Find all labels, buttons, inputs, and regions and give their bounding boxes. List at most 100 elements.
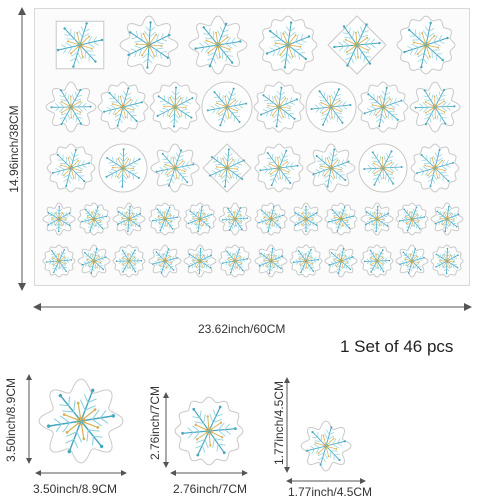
snowflake-sticker	[77, 202, 111, 236]
sample-large-width-ruler	[35, 470, 127, 476]
sample-large-width-label: 3.50inch/8.9CM	[33, 482, 118, 496]
sheet-sticker	[360, 202, 394, 236]
sample-medium-width-label: 2.76inch/7CM	[173, 482, 248, 496]
snowflake-sticker	[174, 396, 244, 466]
sheet-sticker	[119, 15, 179, 75]
snowflake-sticker	[218, 202, 252, 236]
snowflake-sticker	[218, 244, 252, 278]
sheet-sticker	[112, 244, 146, 278]
sheet-sticker	[112, 202, 146, 236]
snowflake-sticker	[258, 15, 318, 75]
snowflake-sticker	[358, 143, 408, 193]
sheet-sticker	[218, 202, 252, 236]
sheet-sticker	[45, 81, 97, 133]
snowflake-sticker	[360, 202, 394, 236]
sheet-sticker	[183, 202, 217, 236]
snowflake-sticker	[253, 81, 305, 133]
sheet-sticker	[98, 143, 148, 193]
snowflake-sticker	[396, 15, 456, 75]
sheet-sticker	[409, 81, 461, 133]
sheet-sticker	[150, 143, 200, 193]
sheet-sticker	[306, 143, 356, 193]
sheet-sticker	[218, 244, 252, 278]
sheet-sticker	[395, 202, 429, 236]
snowflake-sticker	[38, 378, 124, 464]
sheet-sticker	[430, 244, 464, 278]
sheet-sticker	[253, 81, 305, 133]
snowflake-sticker	[289, 244, 323, 278]
snowflake-sticker	[300, 420, 352, 472]
snowflake-sticker	[148, 202, 182, 236]
sheet-sticker	[254, 143, 304, 193]
sample-medium-height-label: 2.76inch/7CM	[148, 385, 162, 461]
sample-large-sticker	[38, 378, 124, 464]
sheet-sticker	[289, 244, 323, 278]
sheet-sticker	[357, 81, 409, 133]
snowflake-sticker	[201, 81, 253, 133]
snowflake-sticker	[119, 15, 179, 75]
sheet-sticker	[148, 244, 182, 278]
snowflake-sticker	[409, 81, 461, 133]
snowflake-sticker	[395, 244, 429, 278]
snowflake-sticker	[183, 244, 217, 278]
sample-large-height-ruler	[26, 374, 32, 464]
snowflake-sticker	[55, 20, 104, 70]
sample-medium-height-ruler	[163, 392, 169, 468]
snowflake-sticker	[98, 143, 148, 193]
snowflake-sticker	[360, 244, 394, 278]
sheet-sticker	[201, 81, 253, 133]
set-count-label: 1 Set of 46 pcs	[340, 337, 454, 356]
sheet-width-label: 23.62inch/60CM	[198, 322, 286, 336]
snowflake-sticker	[357, 81, 409, 133]
sheet-sticker	[42, 244, 76, 278]
sticker-sheet	[34, 8, 470, 286]
sheet-sticker	[42, 202, 76, 236]
sheet-sticker	[430, 202, 464, 236]
sheet-height-ruler	[18, 7, 26, 291]
snowflake-sticker	[395, 202, 429, 236]
sheet-sticker	[327, 15, 387, 75]
sheet-sticker	[305, 81, 357, 133]
snowflake-sticker	[410, 143, 460, 193]
snowflake-sticker	[327, 15, 387, 75]
snowflake-sticker	[97, 81, 149, 133]
sheet-sticker	[258, 15, 318, 75]
sample-small-height-ruler	[284, 377, 290, 473]
sheet-sticker	[50, 15, 110, 75]
sample-large-height-label: 3.50inch/8.9CM	[4, 377, 18, 463]
snowflake-sticker	[202, 143, 252, 193]
sheet-sticker	[324, 202, 358, 236]
sample-small-sticker	[300, 420, 352, 472]
snowflake-sticker	[254, 202, 288, 236]
sheet-sticker	[410, 143, 460, 193]
snowflake-sticker	[42, 244, 76, 278]
sheet-sticker	[396, 15, 456, 75]
snowflake-sticker	[289, 202, 323, 236]
snowflake-sticker	[183, 202, 217, 236]
snowflake-sticker	[45, 81, 97, 133]
snowflake-sticker	[430, 244, 464, 278]
sheet-sticker	[360, 244, 394, 278]
snowflake-sticker	[188, 15, 248, 75]
snowflake-sticker	[254, 143, 304, 193]
sheet-sticker	[149, 81, 201, 133]
sheet-sticker	[254, 202, 288, 236]
sheet-sticker	[324, 244, 358, 278]
sheet-sticker	[395, 244, 429, 278]
snowflake-sticker	[306, 143, 356, 193]
sample-medium-sticker	[174, 396, 244, 466]
sample-small-width-label: 1.77inch/4.5CM	[288, 485, 373, 499]
sheet-sticker	[289, 202, 323, 236]
sheet-sticker	[202, 143, 252, 193]
sheet-sticker	[358, 143, 408, 193]
snowflake-sticker	[148, 244, 182, 278]
sheet-sticker	[183, 244, 217, 278]
sample-medium-width-ruler	[170, 470, 248, 476]
snowflake-sticker	[112, 202, 146, 236]
snowflake-sticker	[324, 202, 358, 236]
snowflake-sticker	[42, 202, 76, 236]
sheet-height-label: 14.96inch/38CM	[7, 105, 21, 193]
sheet-width-ruler	[33, 303, 472, 311]
sample-small-width-ruler	[286, 478, 366, 484]
sheet-sticker	[77, 202, 111, 236]
